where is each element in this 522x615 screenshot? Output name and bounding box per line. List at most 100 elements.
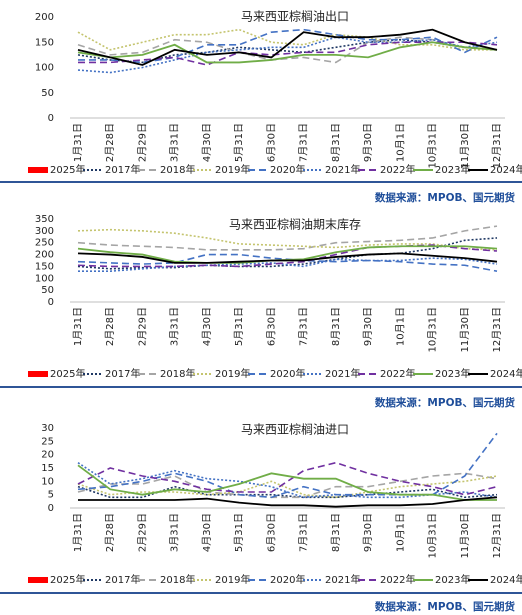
x-tick-label: 4月30日 bbox=[201, 513, 213, 552]
legend-label: 2017年 bbox=[105, 573, 140, 586]
x-tick-label: 9月30日 bbox=[362, 513, 374, 552]
x-tick-label: 2月28日 bbox=[104, 513, 116, 552]
source-note: 数据来源：MPOB、国元期货 bbox=[374, 191, 516, 204]
y-tick-label: 100 bbox=[35, 63, 54, 74]
legend-label: 2025年 bbox=[50, 573, 85, 586]
x-tick-label: 10月1日 bbox=[394, 513, 406, 552]
x-tick-label: 9月30日 bbox=[362, 307, 374, 346]
x-tick-label: 6月30日 bbox=[265, 307, 277, 346]
y-tick-label: 50 bbox=[41, 88, 54, 99]
x-tick-label: 6月30日 bbox=[265, 123, 277, 162]
source-note: 数据来源：MPOB、国元期货 bbox=[374, 600, 516, 613]
series-line bbox=[77, 28, 497, 51]
y-tick-label: 5 bbox=[48, 490, 54, 501]
x-tick-label: 8月31日 bbox=[330, 513, 342, 552]
legend-swatch bbox=[28, 577, 48, 583]
legend-label: 2018年 bbox=[160, 367, 195, 380]
y-tick-label: 150 bbox=[35, 37, 54, 48]
x-tick-label: 2月28日 bbox=[104, 307, 116, 346]
legend-label: 2024年 bbox=[490, 367, 522, 380]
x-tick-label: 8月31日 bbox=[330, 123, 342, 162]
series-line bbox=[77, 252, 498, 264]
legend-label: 2018年 bbox=[160, 163, 195, 176]
y-tick-label: 350 bbox=[35, 214, 54, 225]
series-line bbox=[77, 41, 498, 64]
x-tick-label: 3月31日 bbox=[169, 123, 181, 162]
chart-title: 马来西亚棕榈油期末库存 bbox=[229, 217, 361, 232]
x-tick-label: 8月31日 bbox=[330, 307, 342, 346]
y-tick-label: 250 bbox=[35, 238, 54, 249]
legend-label: 2024年 bbox=[490, 573, 522, 586]
legend-label: 2018年 bbox=[160, 573, 195, 586]
y-tick-label: 150 bbox=[35, 261, 54, 272]
x-tick-label: 11月30日 bbox=[459, 307, 471, 352]
legend-label: 2025年 bbox=[50, 163, 85, 176]
x-tick-label: 10月31日 bbox=[427, 307, 439, 352]
legend-label: 2022年 bbox=[380, 367, 415, 380]
x-tick-label: 3月31日 bbox=[169, 513, 181, 552]
x-tick-label: 6月30日 bbox=[265, 513, 277, 552]
legend-label: 2019年 bbox=[215, 367, 250, 380]
x-tick-label: 11月30日 bbox=[459, 513, 471, 558]
x-tick-label: 5月31日 bbox=[233, 307, 245, 346]
legend-label: 2020年 bbox=[270, 163, 305, 176]
source-note: 数据来源：MPOB、国元期货 bbox=[374, 396, 516, 409]
y-tick-label: 0 bbox=[48, 113, 54, 124]
x-tick-label: 10月31日 bbox=[427, 513, 439, 558]
y-tick-label: 200 bbox=[35, 250, 54, 261]
chart-title: 马来西亚棕榈油出口 bbox=[241, 9, 349, 24]
y-tick-label: 25 bbox=[41, 436, 54, 447]
series-line bbox=[77, 432, 498, 499]
x-tick-label: 7月31日 bbox=[298, 123, 310, 162]
y-tick-label: 50 bbox=[41, 285, 54, 296]
series-line bbox=[77, 225, 498, 251]
x-tick-label: 9月30日 bbox=[362, 123, 374, 162]
x-tick-label: 2月29日 bbox=[136, 307, 148, 346]
x-tick-label: 12月31日 bbox=[491, 513, 503, 558]
y-tick-label: 300 bbox=[35, 226, 54, 237]
series-line bbox=[77, 36, 498, 74]
y-tick-label: 0 bbox=[48, 503, 54, 514]
legend-label: 2023年 bbox=[435, 367, 470, 380]
legend-label: 2019年 bbox=[215, 573, 250, 586]
legend-label: 2023年 bbox=[435, 163, 470, 176]
series-line bbox=[77, 472, 498, 499]
x-tick-label: 10月1日 bbox=[394, 307, 406, 346]
legend-swatch bbox=[28, 371, 48, 377]
x-tick-label: 10月1日 bbox=[394, 123, 406, 162]
legend-label: 2017年 bbox=[105, 163, 140, 176]
y-tick-label: 100 bbox=[35, 273, 54, 284]
x-tick-label: 1月31日 bbox=[72, 307, 84, 346]
x-tick-label: 2月29日 bbox=[136, 513, 148, 552]
x-tick-label: 3月31日 bbox=[169, 307, 181, 346]
series-line bbox=[78, 496, 498, 508]
series-line bbox=[77, 28, 498, 66]
x-tick-label: 12月31日 bbox=[491, 307, 503, 352]
x-tick-label: 11月30日 bbox=[459, 123, 471, 168]
series-line bbox=[77, 244, 498, 268]
legend-label: 2022年 bbox=[380, 573, 415, 586]
x-tick-label: 5月31日 bbox=[233, 123, 245, 162]
x-tick-label: 2月28日 bbox=[104, 123, 116, 162]
y-tick-label: 15 bbox=[41, 463, 54, 474]
legend-label: 2017年 bbox=[105, 367, 140, 380]
y-tick-label: 30 bbox=[41, 423, 54, 434]
x-tick-label: 4月30日 bbox=[201, 307, 213, 346]
series-line bbox=[77, 464, 497, 501]
x-tick-label: 5月31日 bbox=[233, 513, 245, 552]
y-tick-label: 200 bbox=[35, 12, 54, 23]
x-tick-label: 1月31日 bbox=[72, 513, 84, 552]
legend-label: 2019年 bbox=[215, 163, 250, 176]
series-line bbox=[77, 461, 498, 496]
legend-label: 2024年 bbox=[490, 163, 522, 176]
y-tick-label: 10 bbox=[41, 476, 54, 487]
legend-label: 2021年 bbox=[325, 163, 360, 176]
series-line bbox=[78, 257, 498, 272]
x-tick-label: 10月31日 bbox=[427, 123, 439, 168]
x-tick-label: 4月30日 bbox=[201, 123, 213, 162]
legend-label: 2022年 bbox=[380, 163, 415, 176]
chart-title: 马来西亚棕榈油进口 bbox=[241, 422, 349, 437]
legend-label: 2021年 bbox=[325, 367, 360, 380]
series-line bbox=[77, 36, 498, 64]
